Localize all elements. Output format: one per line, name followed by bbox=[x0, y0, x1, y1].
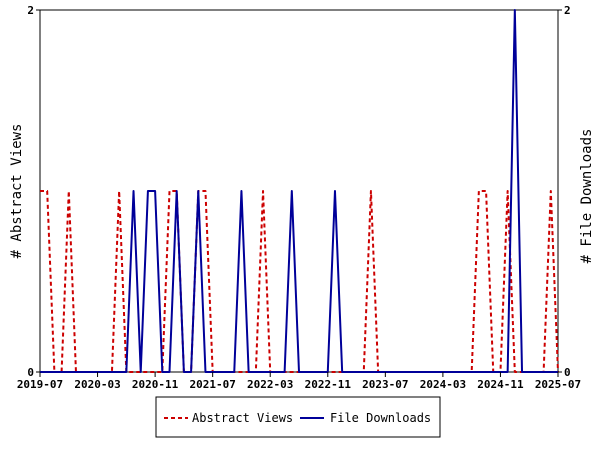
x-tick-label-2024-11: 2024-11 bbox=[477, 378, 524, 391]
x-tick-label-2022-03: 2022-03 bbox=[247, 378, 293, 391]
y-tick-label-left-0: 0 bbox=[27, 366, 34, 379]
y-tick-label-right-2: 2 bbox=[564, 4, 571, 17]
x-tick-label-2020-11: 2020-11 bbox=[132, 378, 179, 391]
series-layer bbox=[40, 9, 559, 373]
y-tick-label-left-2: 2 bbox=[27, 4, 34, 17]
x-tick-label-2019-07: 2019-07 bbox=[17, 378, 63, 391]
y-axis-title-right: # File Downloads bbox=[579, 129, 595, 264]
x-tick-label-2022-11: 2022-11 bbox=[305, 378, 352, 391]
legend-label-file-downloads: File Downloads bbox=[330, 411, 431, 425]
legend-label-abstract-views: Abstract Views bbox=[192, 411, 293, 425]
y-tick-label-right-0: 0 bbox=[564, 366, 571, 379]
x-tick-label-2024-03: 2024-03 bbox=[420, 378, 466, 391]
x-tick-label-2025-07: 2025-07 bbox=[535, 378, 581, 391]
legend-box bbox=[155, 396, 441, 438]
series-line-file-downloads bbox=[40, 9, 558, 373]
legend: Abstract Views File Downloads bbox=[155, 396, 441, 438]
y-axis-title-left: # Abstract Views bbox=[9, 124, 25, 259]
x-tick-label-2020-03: 2020-03 bbox=[74, 378, 120, 391]
plot-area bbox=[39, 9, 559, 373]
axis-layer: 2019-07 2020-03 2020-11 2021-07 2022-03 2022-… bbox=[17, 4, 581, 391]
x-tick-label-2023-07: 2023-07 bbox=[362, 378, 408, 391]
x-tick-label-2021-07: 2021-07 bbox=[189, 378, 235, 391]
